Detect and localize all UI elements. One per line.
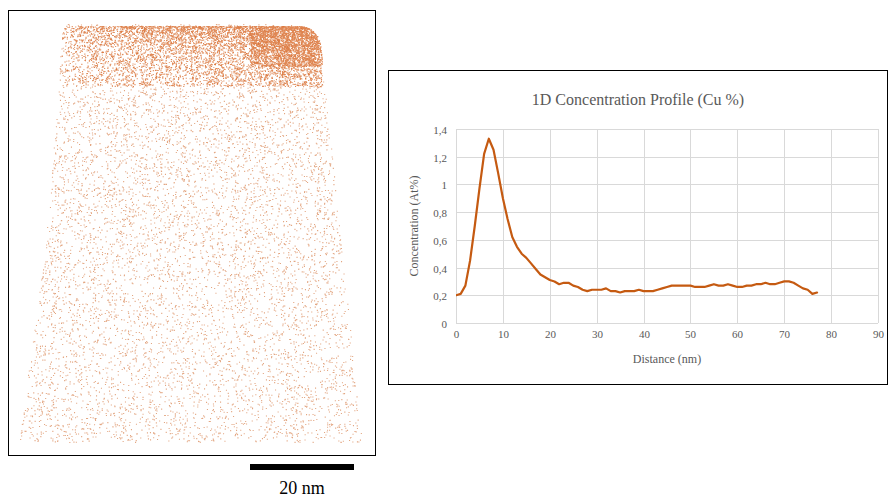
x-grid-line	[878, 129, 879, 323]
atom-dots-dense	[60, 26, 323, 87]
x-tick-label: 20	[545, 328, 557, 340]
chart-title: 1D Concentration Profile (Cu %)	[532, 91, 744, 109]
y-tick-label: 0	[442, 318, 448, 330]
x-grid-line	[597, 129, 598, 323]
scale-bar	[250, 464, 354, 470]
x-tick-label: 50	[685, 328, 697, 340]
x-grid-line	[737, 129, 738, 323]
y-grid-line	[456, 184, 878, 185]
x-grid-line	[831, 129, 832, 323]
cu-profile-line	[456, 139, 817, 296]
x-tick-label: 30	[592, 328, 604, 340]
y-tick-label: 0,6	[433, 235, 447, 247]
x-tick-label: 80	[826, 328, 838, 340]
grid	[456, 129, 879, 324]
y-tick-label: 0,8	[433, 207, 447, 219]
x-grid-line	[644, 129, 645, 323]
y-tick-label: 1,4	[433, 124, 447, 136]
y-grid-line	[456, 129, 878, 130]
page: 20 nm 1D Concentration Profile (Cu %) 0 0,2…	[0, 0, 893, 502]
chart-frame	[389, 71, 888, 385]
y-tick-label: 0,2	[433, 290, 447, 302]
x-grid-line	[503, 129, 504, 323]
x-grid-line	[690, 129, 691, 323]
atom-dots	[20, 24, 362, 443]
x-grid-line	[784, 129, 785, 323]
x-tick-label: 40	[639, 328, 651, 340]
y-grid-line	[456, 157, 878, 158]
y-tick-label: 0,4	[433, 263, 447, 275]
y-axis-title: Concentration (At%)	[407, 176, 421, 277]
y-tick-label: 1	[442, 179, 448, 191]
atom-map-frame	[9, 11, 376, 456]
x-tick-label: 70	[779, 328, 791, 340]
y-grid-line	[456, 212, 878, 213]
x-grid-line	[550, 129, 551, 323]
y-grid-line	[456, 268, 878, 269]
y-tick-label: 1,2	[433, 152, 447, 164]
y-grid-line	[456, 323, 878, 324]
scale-bar-label: 20 nm	[279, 478, 325, 498]
x-tick-label: 10	[498, 328, 510, 340]
plot-area	[456, 139, 817, 296]
x-tick-label: 60	[732, 328, 744, 340]
y-grid-line	[456, 240, 878, 241]
x-tick-label: 90	[873, 328, 885, 340]
x-axis-title: Distance (nm)	[633, 352, 701, 366]
y-grid-line	[456, 295, 878, 296]
x-tick-label: 0	[454, 328, 460, 340]
